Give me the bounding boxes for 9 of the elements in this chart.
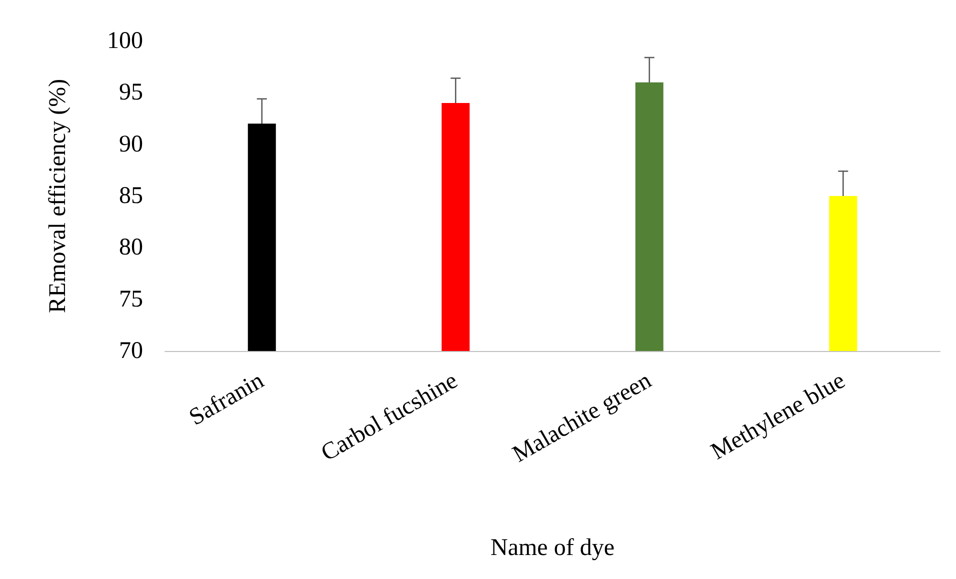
- y-tick-label: 75: [119, 286, 143, 312]
- y-axis-title: REmoval efficiency (%): [45, 78, 71, 314]
- y-tick-label: 80: [119, 234, 143, 261]
- y-tick-label: 100: [107, 28, 143, 54]
- y-tick-label: 90: [119, 131, 143, 158]
- y-tick-label: 85: [119, 183, 143, 209]
- y-tick-label: 70: [119, 338, 143, 364]
- y-tick-label: 95: [119, 80, 143, 106]
- x-axis-title: Name of dye: [490, 535, 614, 561]
